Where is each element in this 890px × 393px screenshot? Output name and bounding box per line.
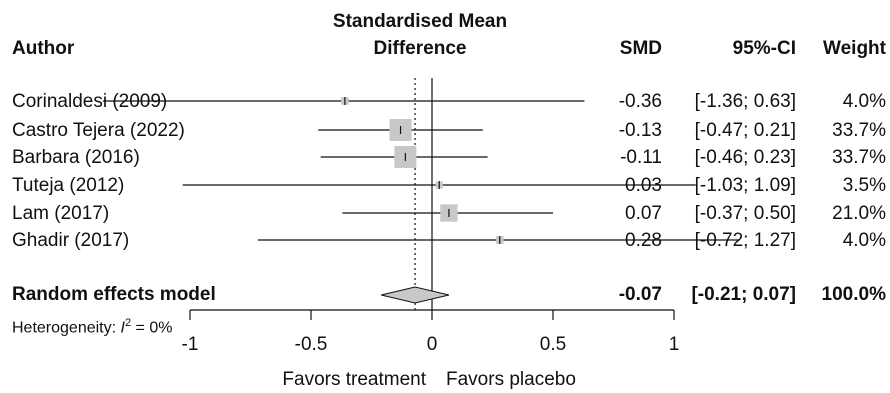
study-ci: [-0.47; 0.21]	[694, 120, 796, 141]
study-weight: 4.0%	[842, 230, 886, 251]
study-ci: [-0.72; 1.27]	[694, 230, 796, 251]
column-header-author: Author	[12, 38, 75, 59]
favors-treatment-label: Favors treatment	[282, 369, 426, 390]
x-tick-label: 0	[427, 334, 438, 355]
study-smd: -0.11	[620, 147, 662, 168]
pooled-label: Random effects model	[12, 284, 216, 305]
study-author: Tuteja (2012)	[12, 175, 125, 196]
study-weight: 33.7%	[832, 120, 886, 141]
study-ci: [-1.36; 0.63]	[694, 91, 796, 112]
heterogeneity-superscript: 2	[124, 317, 132, 329]
study-smd: -0.13	[618, 120, 662, 141]
x-tick-label: -0.5	[295, 334, 328, 355]
effect-title-line2: Difference	[373, 38, 467, 59]
heterogeneity-text: Heterogeneity: I2 = 0%	[12, 312, 172, 339]
study-smd: 0.07	[625, 203, 662, 224]
study-author: Lam (2017)	[12, 203, 110, 224]
x-tick-label: 1	[669, 334, 680, 355]
column-header-ci: 95%-CI	[732, 38, 796, 59]
study-ci: [-0.37; 0.50]	[694, 203, 796, 224]
x-tick-label: 0.5	[540, 334, 566, 355]
study-author: Corinaldesi (2009)	[12, 91, 168, 112]
effect-title-line1: Standardised Mean	[332, 11, 508, 32]
study-author: Ghadir (2017)	[12, 230, 130, 251]
study-ci: [-0.46; 0.23]	[694, 147, 796, 168]
study-ci: [-1.03; 1.09]	[694, 175, 796, 196]
heterogeneity-value: = 0%	[131, 319, 173, 337]
pooled-smd: -0.07	[618, 284, 662, 305]
study-author: Barbara (2016)	[12, 147, 140, 168]
study-weight: 3.5%	[842, 175, 886, 196]
x-tick-label: -1	[182, 334, 199, 355]
pooled-diamond	[381, 286, 450, 304]
pooled-weight: 100.0%	[821, 284, 886, 305]
study-smd: -0.36	[618, 91, 662, 112]
study-author: Castro Tejera (2022)	[12, 120, 185, 141]
pooled-ci: [-0.21; 0.07]	[691, 284, 796, 305]
favors-placebo-label: Favors placebo	[446, 369, 576, 390]
heterogeneity-symbol: I	[120, 319, 125, 337]
study-weight: 33.7%	[832, 147, 886, 168]
column-header-smd: SMD	[619, 38, 662, 59]
column-header-weight: Weight	[823, 38, 886, 59]
study-weight: 21.0%	[832, 203, 886, 224]
study-weight: 4.0%	[842, 91, 886, 112]
heterogeneity-prefix: Heterogeneity:	[12, 319, 121, 337]
